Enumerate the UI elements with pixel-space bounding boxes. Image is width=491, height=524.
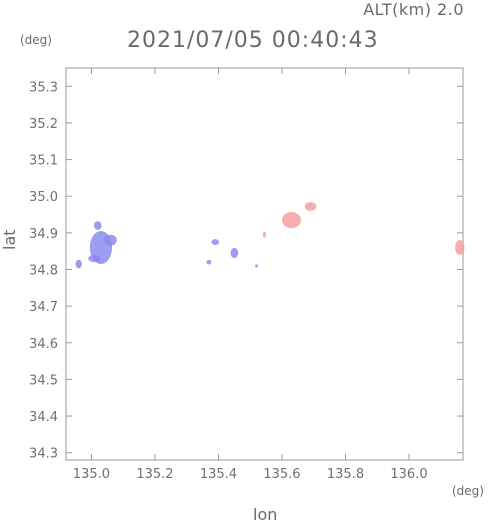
x-tick-label: 135.8 xyxy=(327,467,364,482)
x-tick-label: 135.4 xyxy=(200,467,237,482)
echo-point-negative xyxy=(255,264,259,268)
x-tick-label: 135.6 xyxy=(263,467,300,482)
echo-point-negative xyxy=(93,221,102,230)
tick-layer: 135.0 135.2 135.4 135.6 135.8 136.0 34.3 34.4 34… xyxy=(29,68,463,482)
echo-point-positive xyxy=(304,202,317,211)
y-tick-label: 34.9 xyxy=(29,227,58,242)
echo-point-negative xyxy=(88,254,101,263)
echo-point-negative xyxy=(206,259,212,265)
y-tick-label: 35.0 xyxy=(29,190,58,205)
altitude-label: ALT(km) 2.0 xyxy=(363,0,464,19)
y-tick-label: 35.1 xyxy=(29,154,58,169)
y-tick-label: 34.5 xyxy=(29,373,58,388)
x-axis-label: lon xyxy=(253,505,278,524)
echo-point-negative xyxy=(75,259,82,269)
y-tick-label: 34.6 xyxy=(29,337,58,352)
echo-layer xyxy=(75,202,465,269)
y-tick-label: 34.7 xyxy=(29,300,58,315)
x-tick-label: 135.2 xyxy=(136,467,173,482)
x-tick-label: 135.0 xyxy=(73,467,110,482)
timestamp-title: 2021/07/05 00:40:43 xyxy=(127,28,379,53)
y-tick-label: 35.2 xyxy=(29,117,58,132)
y-unit-label: (deg) xyxy=(20,33,52,47)
echo-point-positive xyxy=(262,231,267,238)
echo-point-negative xyxy=(230,247,239,259)
y-tick-label: 34.8 xyxy=(29,263,58,278)
y-tick-label: 34.4 xyxy=(29,410,58,425)
y-tick-label: 34.3 xyxy=(29,447,58,462)
x-tick-label: 136.0 xyxy=(390,467,427,482)
echo-point-positive xyxy=(281,211,302,229)
x-unit-label: (deg) xyxy=(452,484,484,498)
y-tick-label: 35.3 xyxy=(29,80,58,95)
echo-point-negative xyxy=(104,234,117,246)
plot-frame xyxy=(65,67,464,461)
echo-point-positive xyxy=(455,240,465,255)
echo-point-negative xyxy=(211,239,220,245)
